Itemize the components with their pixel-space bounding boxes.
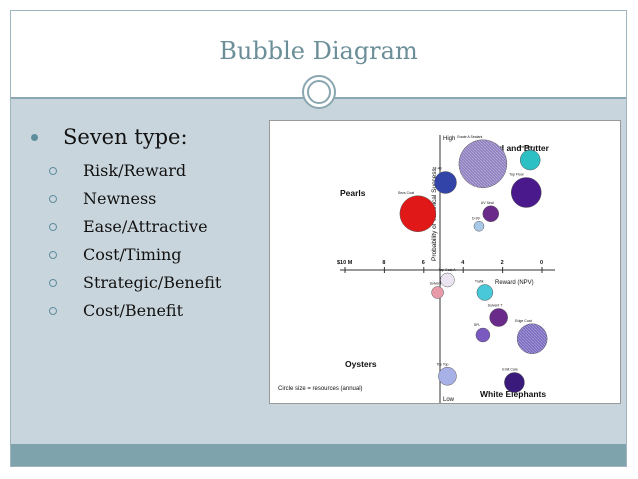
bubble (438, 367, 457, 386)
sub-bullet: Risk/Reward (23, 157, 273, 185)
x-axis-label: Reward (NPV) (495, 280, 534, 286)
x-tick-label: $10 M (337, 260, 353, 266)
bubble (482, 205, 500, 222)
bullet-ring-icon (49, 279, 57, 287)
sub-bullet-text: Cost/Benefit (83, 301, 184, 320)
quadrant-top-left: Pearls (340, 188, 366, 198)
bubble-label: Tile Top (436, 362, 448, 366)
bubble-label: Grade A Sealant (457, 135, 483, 139)
bullet-list: Seven type: Risk/Reward Newness Ease/Attra… (23, 123, 273, 325)
bullet-ring-icon (49, 251, 57, 259)
quadrant-bottom-right: White Elephants (480, 389, 546, 399)
bubble-label: Solvent ER (430, 282, 448, 286)
bubble (489, 308, 508, 327)
bullet-ring-icon (49, 223, 57, 231)
bubble-label: Solvent T (488, 304, 504, 308)
sub-bullet-text: Cost/Timing (83, 245, 182, 264)
bubble (504, 372, 525, 393)
x-tick-label: 2 (501, 260, 504, 266)
bubble (431, 286, 444, 299)
chart-note: Circle size = resources (annual) (278, 386, 363, 392)
bubble-label: Tap Coat A (438, 268, 456, 272)
sub-bullet: Strategic/Benefit (23, 269, 273, 297)
bubble (510, 177, 542, 208)
x-tick-label: 0 (540, 260, 543, 266)
quadrant-top-right: Bread and Butter (480, 143, 550, 153)
bullet-main: Seven type: (23, 123, 273, 151)
bubble-label: Secs Coat (398, 191, 414, 195)
bullet-main-text: Seven type: (63, 125, 188, 149)
bubble-label: SFL (474, 323, 480, 327)
bubble (434, 171, 457, 194)
x-tick-label: 4 (461, 260, 465, 266)
bubble (473, 221, 485, 232)
slide: Bubble Diagram Seven type: Risk/Reward Ne… (10, 10, 627, 467)
bubble-label: UV Seal (481, 201, 494, 205)
bubble-label: Top Floor (509, 173, 524, 177)
sub-bullet: Newness (23, 185, 273, 213)
bubble (476, 284, 494, 301)
y-bottom-label: Low (443, 397, 455, 403)
bubble-label: Emit Care (502, 368, 518, 372)
sub-bullet-text: Ease/Attractive (83, 217, 208, 236)
bullet-dot-icon (31, 134, 38, 141)
x-tick-label: 6 (422, 260, 425, 266)
bubble (399, 195, 437, 232)
quadrant-bottom-left: Oysters (345, 359, 377, 369)
bubble-label: Trafik (475, 280, 484, 284)
sub-bullet-text: Risk/Reward (83, 161, 187, 180)
bubble-label: TT-43 (432, 167, 441, 171)
sub-bullet-text: Newness (83, 189, 157, 208)
footer-band (11, 444, 626, 466)
bullet-ring-icon (49, 167, 57, 175)
circle-ornament-icon (302, 75, 336, 109)
slide-title: Bubble Diagram (219, 37, 418, 65)
bubble-pattern (517, 323, 548, 354)
bubble (475, 327, 491, 343)
sub-bullet: Cost/Timing (23, 241, 273, 269)
sub-bullet: Cost/Benefit (23, 297, 273, 325)
bullet-ring-icon (49, 195, 57, 203)
bubble-label: D-99 (472, 216, 480, 220)
sub-bullet-text: Strategic/Benefit (83, 273, 222, 292)
bubble-label: Edge Coat (515, 319, 532, 323)
x-tick-label: 8 (382, 260, 385, 266)
bubble-pattern (440, 273, 455, 287)
bubble (519, 149, 541, 171)
bullet-ring-icon (49, 307, 57, 315)
y-top-label: High (443, 136, 455, 142)
bubble-label: Anti Stain (518, 145, 533, 149)
bubble-pattern (458, 139, 507, 188)
sub-bullet: Ease/Attractive (23, 213, 273, 241)
